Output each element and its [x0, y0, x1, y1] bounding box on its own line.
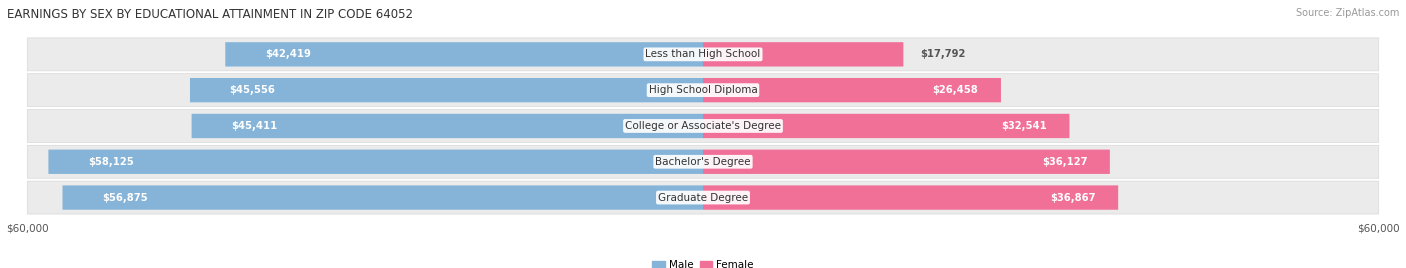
Text: $45,411: $45,411	[231, 121, 277, 131]
Text: $42,419: $42,419	[264, 49, 311, 59]
FancyBboxPatch shape	[27, 74, 1379, 107]
FancyBboxPatch shape	[27, 145, 1379, 178]
Text: Bachelor's Degree: Bachelor's Degree	[655, 157, 751, 167]
Text: $26,458: $26,458	[932, 85, 979, 95]
Text: $56,875: $56,875	[101, 193, 148, 203]
FancyBboxPatch shape	[703, 150, 1109, 174]
FancyBboxPatch shape	[27, 110, 1379, 142]
Text: $45,556: $45,556	[229, 85, 276, 95]
Text: Graduate Degree: Graduate Degree	[658, 193, 748, 203]
FancyBboxPatch shape	[225, 42, 703, 66]
Text: $36,867: $36,867	[1050, 193, 1095, 203]
FancyBboxPatch shape	[48, 150, 703, 174]
FancyBboxPatch shape	[62, 185, 703, 210]
FancyBboxPatch shape	[27, 38, 1379, 71]
FancyBboxPatch shape	[703, 78, 1001, 102]
FancyBboxPatch shape	[27, 181, 1379, 214]
Text: College or Associate's Degree: College or Associate's Degree	[626, 121, 780, 131]
Text: $32,541: $32,541	[1001, 121, 1047, 131]
Text: EARNINGS BY SEX BY EDUCATIONAL ATTAINMENT IN ZIP CODE 64052: EARNINGS BY SEX BY EDUCATIONAL ATTAINMEN…	[7, 8, 413, 21]
FancyBboxPatch shape	[703, 114, 1070, 138]
Text: High School Diploma: High School Diploma	[648, 85, 758, 95]
FancyBboxPatch shape	[703, 42, 904, 66]
Text: $17,792: $17,792	[921, 49, 966, 59]
Text: Less than High School: Less than High School	[645, 49, 761, 59]
Text: $58,125: $58,125	[87, 157, 134, 167]
FancyBboxPatch shape	[191, 114, 703, 138]
Legend: Male, Female: Male, Female	[648, 256, 758, 268]
Text: Source: ZipAtlas.com: Source: ZipAtlas.com	[1295, 8, 1399, 18]
Text: $36,127: $36,127	[1042, 157, 1087, 167]
FancyBboxPatch shape	[703, 185, 1118, 210]
FancyBboxPatch shape	[190, 78, 703, 102]
